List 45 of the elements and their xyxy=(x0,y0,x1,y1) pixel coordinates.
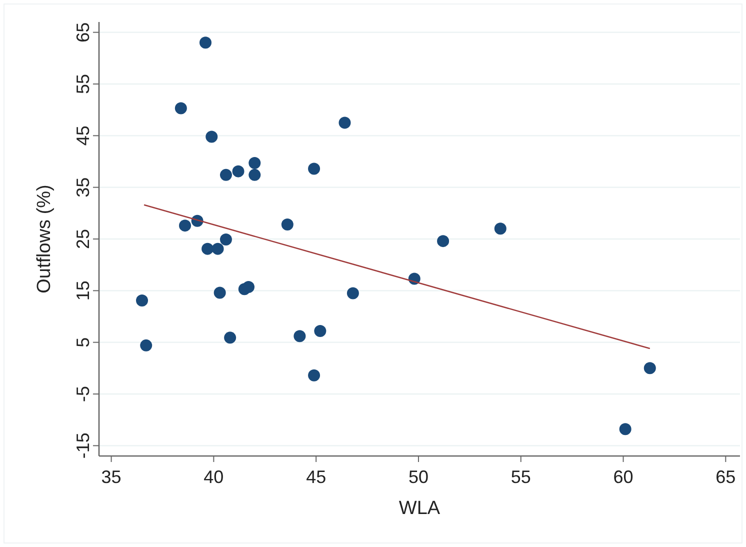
y-axis-title: Outflows (%) xyxy=(34,184,55,294)
point xyxy=(179,220,192,232)
point xyxy=(174,102,187,114)
x-tick-label: 60 xyxy=(613,467,634,487)
point xyxy=(644,362,656,374)
x-tick-label: 65 xyxy=(716,467,736,487)
point xyxy=(294,330,306,342)
point xyxy=(248,157,261,170)
point xyxy=(619,423,632,436)
point xyxy=(248,168,261,181)
point xyxy=(281,218,294,231)
y-tick-label: 55 xyxy=(73,74,93,94)
x-tick-label: 45 xyxy=(306,467,326,487)
x-axis-title: WLA xyxy=(398,498,440,519)
x-tick-label: 55 xyxy=(510,467,531,487)
point xyxy=(140,339,152,352)
point xyxy=(224,332,236,344)
y-tick-label: 65 xyxy=(73,22,93,42)
x-tick-label: 40 xyxy=(204,467,224,487)
point xyxy=(308,162,320,175)
point xyxy=(212,242,224,255)
y-tick-label: -15 xyxy=(73,432,93,459)
y-tick-label: 25 xyxy=(73,228,93,250)
point xyxy=(214,286,226,299)
point xyxy=(437,235,450,248)
point xyxy=(338,116,351,129)
point xyxy=(136,294,148,306)
point xyxy=(220,234,232,246)
point xyxy=(199,36,212,49)
point xyxy=(314,324,326,337)
x-tick-label: 50 xyxy=(408,467,428,487)
y-tick-label: 45 xyxy=(73,126,93,146)
x-tick-label: 35 xyxy=(101,467,122,487)
point xyxy=(242,281,254,294)
y-tick-label: 35 xyxy=(73,177,93,198)
y-tick-label: 15 xyxy=(73,280,93,301)
point xyxy=(202,242,214,255)
point xyxy=(220,168,232,181)
y-tick-label: 5 xyxy=(73,337,93,348)
point xyxy=(346,287,359,300)
point xyxy=(232,165,244,178)
point xyxy=(494,222,506,235)
point xyxy=(308,369,320,382)
y-tick-label: -5 xyxy=(73,386,93,402)
point xyxy=(206,130,218,143)
